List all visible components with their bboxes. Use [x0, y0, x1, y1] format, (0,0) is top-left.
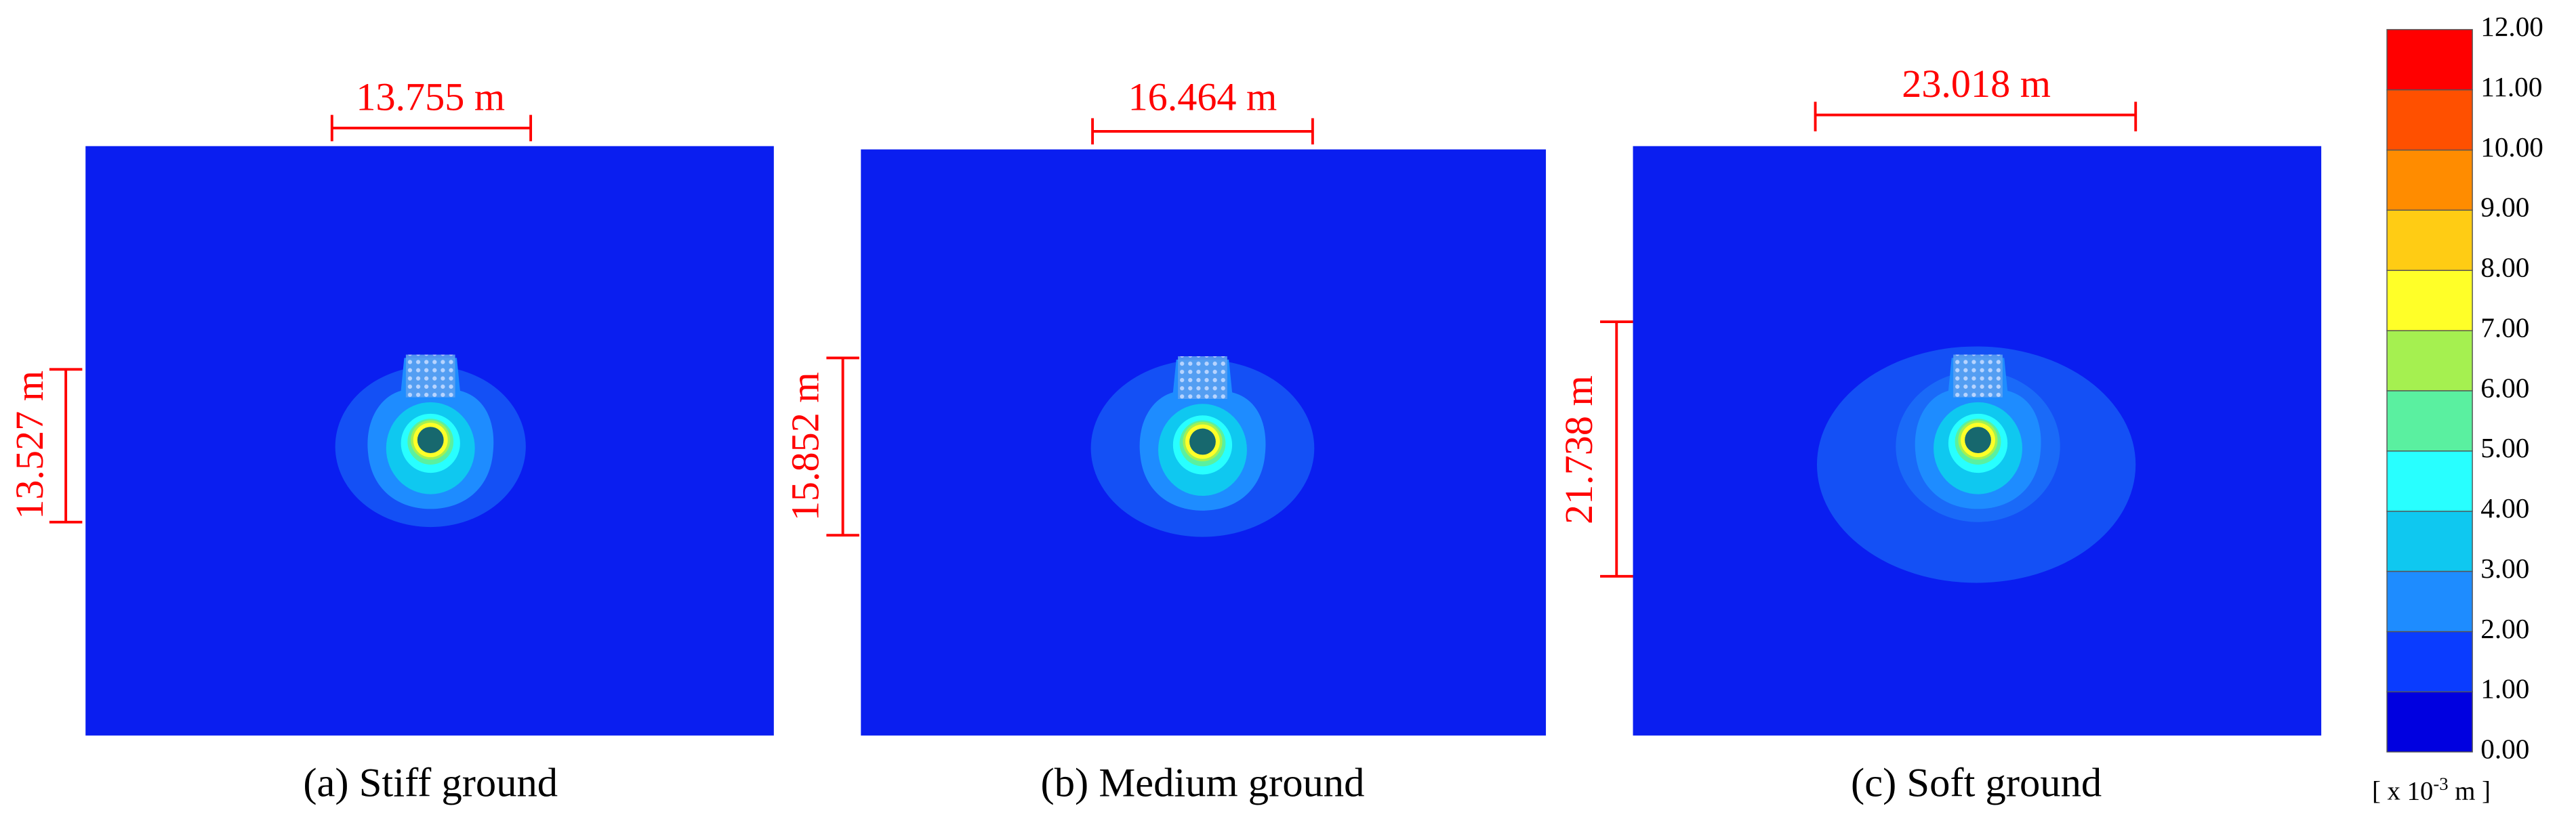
color-band — [2386, 570, 2473, 633]
color-band — [2386, 89, 2473, 151]
width-label: 23.018 m — [1902, 62, 2051, 106]
width-label: 13.755 m — [356, 75, 505, 119]
dim-line — [330, 114, 533, 142]
height-label: 13.527 m — [7, 371, 52, 520]
dim-line — [826, 356, 859, 537]
panel-a: 13.755 m 13.527 m (a) Stiff ground — [7, 75, 774, 806]
panel-b: 16.464 m 15.852 m (b) Medium ground — [783, 75, 1547, 806]
dim-line — [1091, 118, 1314, 145]
color-band — [2386, 28, 2473, 91]
colorbar-tick-label: 4.00 — [2480, 492, 2529, 524]
caption: (b) Medium ground — [1041, 761, 1365, 806]
colorbar — [2386, 28, 2473, 753]
caption: (a) Stiff ground — [303, 761, 558, 806]
color-band — [2386, 691, 2473, 753]
color-band — [2386, 450, 2473, 512]
unit-suffix: m ] — [2449, 776, 2491, 805]
colorbar-unit: [ x 10-3 m ] — [2372, 774, 2491, 806]
color-band — [2386, 510, 2473, 572]
color-band — [2386, 330, 2473, 392]
color-band — [2386, 209, 2473, 271]
caption: (c) Soft ground — [1851, 761, 2102, 806]
colorbar-tick-label: 8.00 — [2480, 252, 2529, 283]
colorbar-tick-label: 7.00 — [2480, 312, 2529, 343]
dim-line — [49, 368, 83, 524]
height-label: 15.852 m — [783, 372, 827, 521]
dim-line — [1814, 102, 2138, 131]
color-band — [2386, 270, 2473, 331]
colorbar-tick-label: 0.00 — [2480, 734, 2529, 765]
colorbar-tick-label: 2.00 — [2480, 613, 2529, 644]
color-band — [2386, 149, 2473, 211]
width-label: 16.464 m — [1128, 75, 1277, 119]
dim-line — [1600, 320, 1633, 578]
height-label: 21.738 m — [1557, 375, 1601, 524]
colorbar-tick-label: 3.00 — [2480, 553, 2529, 584]
color-band — [2386, 390, 2473, 452]
colorbar-tick-label: 9.00 — [2480, 192, 2529, 223]
colorbar-tick-label: 5.00 — [2480, 432, 2529, 463]
colorbar-tick-label: 11.00 — [2480, 71, 2542, 102]
unit-prefix: [ x 10 — [2372, 776, 2433, 805]
unit-exponent: -3 — [2433, 774, 2448, 794]
colorbar-tick-label: 6.00 — [2480, 372, 2529, 403]
color-band — [2386, 631, 2473, 693]
colorbar-tick-label: 1.00 — [2480, 673, 2529, 704]
panel-c: 23.018 m 21.738 m (c) Soft ground — [1557, 62, 2322, 806]
colorbar-tick-label: 12.00 — [2480, 11, 2543, 42]
colorbar-tick-label: 10.00 — [2480, 131, 2543, 163]
